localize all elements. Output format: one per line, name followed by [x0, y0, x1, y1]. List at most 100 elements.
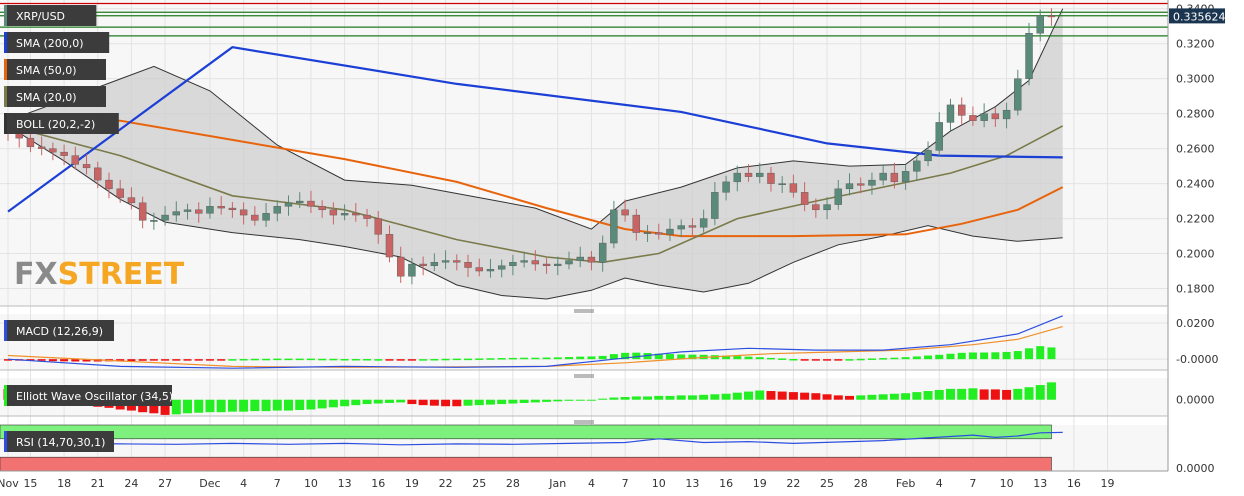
ewo-bar: [979, 389, 989, 400]
candle-down: [228, 207, 237, 211]
candle-up: [1002, 109, 1011, 120]
candle-down: [138, 202, 147, 221]
bollinger-bands: [7, 8, 1064, 300]
ewo-bar: [250, 399, 260, 412]
ewo-bar: [811, 393, 821, 400]
candle-down: [71, 155, 80, 165]
candle-up: [520, 260, 528, 263]
ewo-bar: [822, 394, 832, 400]
macd-histogram-bar: [1025, 348, 1034, 360]
candle-down: [958, 104, 966, 116]
candle-up: [756, 172, 764, 177]
candle-down: [195, 209, 203, 214]
macd-histogram-bar: [766, 357, 775, 360]
candle-up: [150, 220, 158, 222]
x-tick-label: 7: [622, 477, 629, 490]
candle-down: [397, 256, 405, 277]
ewo-bar: [216, 399, 226, 413]
ewo-bar: [485, 399, 495, 405]
macd-histogram-bar: [4, 359, 12, 361]
macd-histogram-bar: [508, 357, 517, 360]
pane-divider-handle[interactable]: [574, 309, 594, 313]
ewo-bar: [227, 399, 237, 412]
macd-histogram-bar: [867, 358, 876, 360]
macd-histogram-bar: [935, 354, 944, 360]
bollinger-upper: [7, 8, 1064, 230]
macd-tag[interactable]: MACD (12,26,9): [4, 320, 114, 341]
macd-histogram-bar: [890, 357, 899, 360]
ewo-bar: [441, 399, 451, 407]
macd-histogram-bar: [621, 352, 630, 360]
x-tick-label: 28: [854, 477, 868, 490]
candle-up: [340, 213, 349, 216]
x-tick-label: 15: [23, 477, 37, 490]
ewo-bar: [452, 399, 462, 407]
macd-histogram-bar: [542, 357, 551, 360]
candle-up: [408, 263, 416, 277]
macd-histogram-bar: [733, 356, 742, 360]
macd-histogram-bar: [363, 358, 372, 361]
x-tick-label: 19: [753, 477, 767, 490]
ewo-bar: [171, 399, 181, 415]
macd-histogram-bar: [374, 359, 383, 361]
macd-signal-line: [7, 326, 1063, 368]
candle-up: [677, 225, 685, 230]
svg-text:Elliott Wave Oscillator (34,5): Elliott Wave Oscillator (34,5): [16, 390, 173, 403]
rsi-overbought-zone: [0, 424, 1052, 440]
candle-up: [901, 171, 910, 183]
legend-label: XRP/USD: [16, 10, 65, 23]
y-tick-label: 0.0000: [1176, 462, 1215, 475]
ewo-bar: [867, 394, 877, 400]
ewo-bar: [194, 399, 204, 413]
candle-down: [767, 172, 775, 184]
rsi-tag[interactable]: RSI (14,70,30,1): [4, 431, 114, 452]
rsi-oversold-zone: [0, 456, 1052, 472]
ewo-bar: [474, 399, 484, 406]
candle-up: [834, 188, 842, 205]
ewo-tag[interactable]: Elliott Wave Oscillator (34,5): [4, 385, 173, 406]
ewo-bar: [261, 399, 271, 412]
y-tick-label: 0.2200: [1176, 213, 1215, 226]
ewo-bar: [205, 399, 215, 413]
ewo-bar: [284, 399, 293, 411]
candle-down: [857, 183, 865, 186]
ewo-bar: [553, 399, 563, 402]
candle-down: [531, 260, 540, 265]
pane-divider-handle[interactable]: [574, 420, 594, 424]
macd-histogram-bar: [834, 359, 843, 361]
candle-up: [722, 181, 730, 193]
ewo-bar: [699, 394, 709, 400]
ewo-bar: [620, 397, 630, 400]
macd-histogram-bar: [632, 352, 641, 360]
macd-histogram-bar: [464, 358, 473, 361]
ewo-bar: [429, 399, 439, 406]
y-tick-label: 0.2400: [1176, 178, 1215, 191]
y-tick-label: -0.0000: [1176, 353, 1218, 366]
candle-down: [542, 263, 551, 266]
candle-up: [935, 122, 943, 151]
macd-histogram-bar: [430, 358, 439, 361]
pane-divider-handle[interactable]: [574, 374, 594, 378]
candle-down: [789, 183, 798, 193]
x-tick-label: 22: [786, 477, 800, 490]
ewo-bar: [384, 399, 394, 403]
macd-line: [7, 315, 1063, 369]
macd-histogram-bar: [385, 359, 394, 361]
macd-histogram-bar: [239, 358, 248, 361]
macd-histogram-bar: [183, 359, 192, 361]
macd-histogram-bar: [991, 352, 1000, 360]
candle-up: [1036, 15, 1044, 34]
svg-text:MACD (12,26,9): MACD (12,26,9): [16, 325, 103, 338]
x-tick-label: 7: [274, 477, 281, 490]
candle-up: [924, 150, 932, 162]
ewo-bar: [934, 389, 944, 400]
macd-histogram-bar: [452, 358, 461, 361]
ewo-bar: [912, 392, 922, 400]
ewo-bar: [845, 395, 854, 400]
candle-up: [430, 262, 439, 266]
macd-histogram-bar: [205, 359, 214, 361]
candle-down: [307, 200, 315, 207]
ewo-bar: [990, 389, 1000, 400]
candle-up: [183, 209, 192, 212]
